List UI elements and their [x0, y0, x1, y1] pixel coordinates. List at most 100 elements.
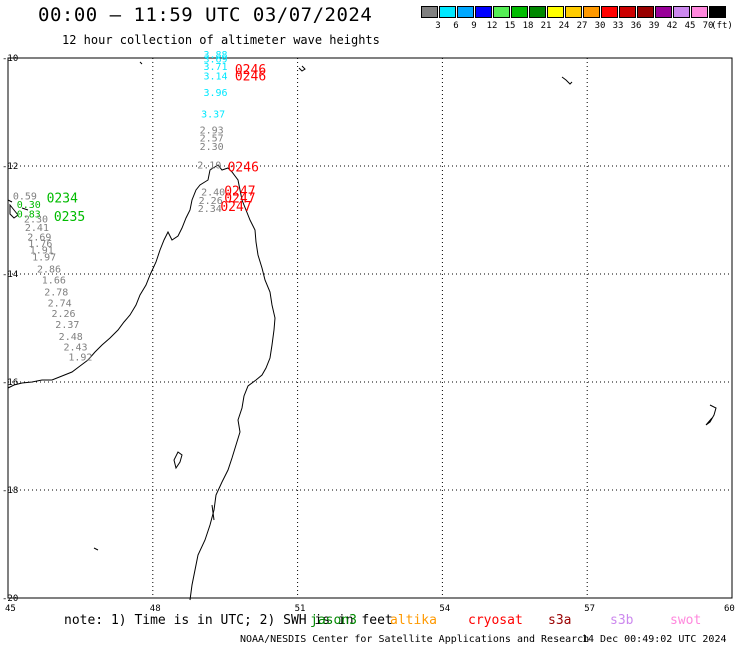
coastline — [7, 61, 717, 601]
wave-height-value: 2.40 — [201, 188, 225, 199]
map-frame — [7, 57, 733, 599]
scale-swatch — [655, 6, 672, 18]
scale-swatch — [565, 6, 582, 18]
scale-label: 3 — [435, 21, 441, 31]
wave-height-value: 1.97 — [32, 253, 56, 264]
comoros-coast — [7, 199, 29, 211]
wave-height-value: 3.71 — [203, 62, 227, 73]
lat-label: -16 — [2, 378, 18, 388]
pass-time-label: 0234 — [47, 192, 78, 207]
scale-label: 9 — [471, 21, 477, 31]
islet-2 — [298, 65, 306, 72]
wave-height-value: 1.92 — [68, 352, 92, 363]
scale-label: 70 — [702, 21, 714, 31]
wave-height-value: 1.76 — [28, 239, 52, 250]
satellite-s3a: s3a — [548, 613, 572, 628]
wave-height-value: 2.57 — [200, 134, 224, 145]
wave-height-value: 2.34 — [198, 204, 222, 215]
lon-label: 54 — [439, 604, 450, 614]
scale-swatch — [601, 6, 618, 18]
pass-time-label: 0247 — [224, 192, 255, 207]
wave-height-value: 0.30 — [17, 200, 41, 211]
credit-text: NOAA/NESDIS Center for Satellite Applica… — [240, 634, 590, 645]
scale-label: 21 — [540, 21, 552, 31]
islet-5 — [139, 61, 143, 65]
scale-swatch — [619, 6, 636, 18]
scale-swatch — [547, 6, 564, 18]
wave-height-value: 2.48 — [59, 332, 83, 343]
wave-height-value: 3.88 — [203, 50, 227, 61]
scale-swatch — [493, 6, 510, 18]
mayotte-island — [9, 203, 19, 219]
scale-label: 18 — [522, 21, 534, 31]
wave-height-value: 2.43 — [64, 343, 88, 354]
scale-swatch — [673, 6, 690, 18]
satellite-s3b: s3b — [610, 613, 634, 628]
lat-label: -18 — [2, 486, 18, 496]
islet-3 — [705, 404, 717, 426]
lat-label: -10 — [2, 54, 18, 64]
scale-label: 27 — [576, 21, 588, 31]
scale-unit: (ft) — [711, 21, 733, 31]
pass-time-label: 0247 — [224, 185, 255, 200]
wave-height-value: 3.69 — [203, 54, 227, 65]
lon-label: 51 — [295, 604, 306, 614]
reef-island-2 — [211, 504, 215, 521]
scale-swatch — [637, 6, 654, 18]
pass-time-label: 0246 — [235, 70, 266, 85]
pass-time-label: 0247 — [220, 200, 251, 215]
map-title: 00:00 — 11:59 UTC 03/07/2024 — [38, 4, 373, 26]
scale-swatch — [439, 6, 456, 18]
wave-height-value: 2.41 — [25, 223, 49, 234]
footer-note: note: 1) Time is in UTC; 2) SWH is in fe… — [64, 613, 393, 628]
lat-label: -14 — [2, 270, 18, 280]
madagascar-coastline — [7, 164, 276, 601]
islet-4 — [93, 547, 99, 551]
scale-swatch — [421, 6, 438, 18]
scale-label: 33 — [612, 21, 624, 31]
scale-swatch — [583, 6, 600, 18]
scale-label: 6 — [453, 21, 459, 31]
satellite-swot: swot — [670, 613, 702, 628]
wave-height-value: 3.96 — [203, 88, 227, 99]
wave-height-value: 3.37 — [201, 109, 225, 120]
scale-label: 39 — [648, 21, 660, 31]
pass-time-label: 0246 — [235, 63, 266, 78]
wave-height-value: 2.26 — [51, 309, 75, 320]
scale-label: 30 — [594, 21, 606, 31]
scale-label: 36 — [630, 21, 642, 31]
timestamp-text: 14 Dec 00:49:02 UTC 2024 — [582, 634, 727, 645]
lat-label: -12 — [2, 162, 18, 172]
wave-height-value: 2.10 — [197, 161, 221, 172]
lat-label: -20 — [2, 594, 18, 604]
lon-label: 45 — [5, 604, 16, 614]
reef-island-1 — [173, 451, 183, 470]
wave-height-value: 2.30 — [200, 142, 224, 153]
wave-height-value: 2.78 — [44, 288, 68, 299]
lon-label: 60 — [724, 604, 735, 614]
scale-swatch — [511, 6, 528, 18]
wave-height-value: 2.37 — [55, 320, 79, 331]
wave-height-value: 1.91 — [30, 245, 54, 256]
scale-swatch — [457, 6, 474, 18]
wave-height-value: 2.30 — [24, 215, 48, 226]
wave-height-value: 2.26 — [199, 196, 223, 207]
satellite-cryosat: cryosat — [468, 613, 523, 628]
satellite-altika: altika — [390, 613, 437, 628]
wave-height-value: 3.14 — [203, 72, 227, 83]
wave-height-value: 0.83 — [17, 209, 41, 220]
scale-label: 24 — [558, 21, 570, 31]
wave-height-value: 2.93 — [200, 126, 224, 137]
lon-label: 48 — [150, 604, 161, 614]
scale-label: 45 — [684, 21, 696, 31]
scale-swatch — [529, 6, 546, 18]
islet-1 — [561, 76, 573, 85]
wave-height-value: 2.74 — [48, 298, 72, 309]
scale-label: 12 — [486, 21, 498, 31]
scale-label: 42 — [666, 21, 678, 31]
wave-height-value: 0.59 — [13, 191, 37, 202]
pass-time-label: 0235 — [54, 210, 85, 225]
scale-swatch — [475, 6, 492, 18]
